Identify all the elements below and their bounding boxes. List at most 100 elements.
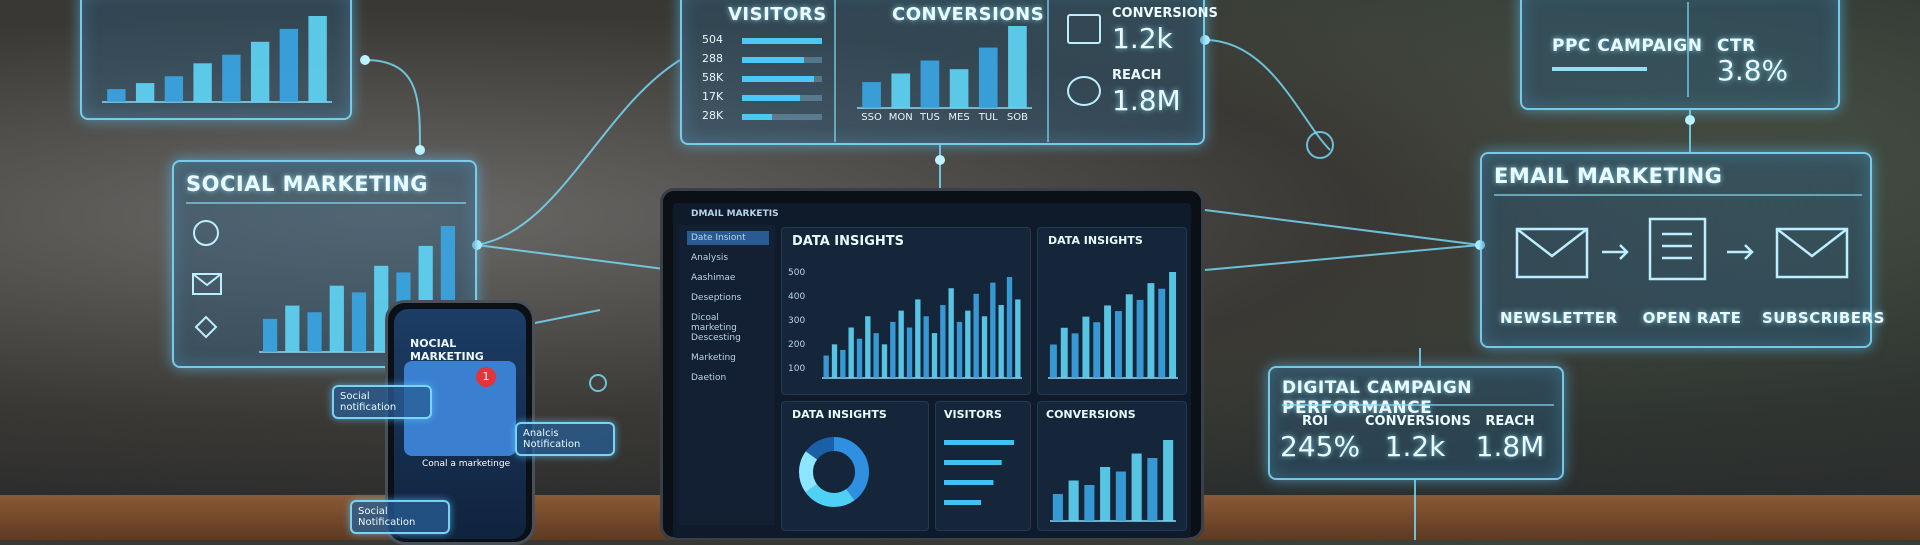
bar-chart [1050,440,1176,522]
bar [923,316,929,378]
bar [222,54,241,102]
y-axis: 500 400 300 200 100 [788,268,818,374]
sidebar: Date Insiont Analysis Aashimae Deseptions Di… [679,225,775,525]
phone-screen: NOCIAL MARKETING 1 Conal a marketinge [394,309,526,539]
bar-chart [1048,272,1178,379]
panel-title: SOCIAL MARKETING [186,172,429,196]
hbar-chart [944,440,1014,505]
main-card: DATA INSIGHTS 500 400 300 200 100 [781,227,1031,395]
panel-title: EMAIL MARKETING [1494,164,1723,188]
bar [944,440,1014,445]
app-title: DMAIL MARKETIS [691,209,779,219]
row-label: 58K [702,71,724,84]
x-label: SOB [1007,112,1028,123]
side-card: DATA INSIGHTS [1037,227,1187,395]
kpi-value: 1.8M [1112,84,1181,117]
bar [981,316,988,378]
menu-item: Analysis [691,253,729,263]
ppc-panel: PPC CAMPAIGN CTR 3.8% [1520,0,1840,110]
kpi-value: 1.2k [1112,22,1173,55]
bar [250,41,270,102]
bar [1163,440,1174,521]
bar [1125,294,1133,378]
metric-label: CONVERSIONS [1365,414,1471,429]
bar [135,83,155,102]
phone: NOCIAL MARKETING 1 Conal a marketinge [385,300,535,545]
bar [1147,283,1155,378]
bar [742,57,804,63]
donut-slice [799,437,869,507]
notification: Social Notification [350,500,450,534]
conversions-card: CONVERSIONS [1037,401,1187,531]
laptop: DMAIL MARKETIS Date Insiont Analysis Aashi… [660,188,1204,540]
donut-slice [799,437,869,507]
step-label: SUBSCRIBERS [1762,309,1885,327]
bar [823,355,829,378]
bar [1060,327,1068,378]
bar [890,321,896,378]
row-label: 288 [702,52,723,65]
bar [1169,272,1177,378]
kpi-label: CONVERSIONS [1112,6,1218,21]
bar [998,305,1004,378]
bar [164,76,184,102]
bar [944,460,1002,465]
bar [1049,344,1057,378]
campaign-panel: DIGITAL CAMPAIGN PERFORMANCE ROI 245% CONV… [1268,366,1564,480]
divider [1282,404,1554,406]
bar [742,114,772,120]
row-label: 17K [702,90,724,103]
kpi-icon [1067,14,1101,44]
bar [940,305,946,378]
panel-title: VISITORS [728,4,827,25]
bar [906,327,913,378]
bar [898,310,904,378]
card-title: DATA INSIGHTS [1048,234,1143,247]
metric-label: REACH [1485,414,1535,429]
row-label: 28K [702,109,724,122]
divider [1494,194,1862,196]
bar [848,327,854,378]
bar [193,63,212,102]
donut-slice [799,437,869,507]
kpi-label: REACH [1112,68,1162,83]
x-label: SSO [861,112,882,123]
icons [192,220,222,339]
menu-item: Dicoal marketing [691,313,737,333]
divider [834,0,836,142]
bar [329,285,344,352]
bar-chart [102,16,332,103]
kpi-value: 3.8% [1717,54,1789,87]
x-label: TUS [919,112,940,123]
bar [107,89,126,102]
x-label: MON [889,112,913,123]
bar [742,95,800,101]
bar [1136,299,1144,378]
laptop-screen: DMAIL MARKETIS Date Insiont Analysis Aashi… [673,203,1191,538]
kpi-icon [1067,76,1101,106]
bar [742,38,822,44]
bar [1006,277,1013,378]
card-title: DATA INSIGHTS [792,408,887,421]
menu-item: Date Insiont [687,231,769,245]
email-panel: EMAIL MARKETING NEWSLETTER OPEN RATE SUBSC… [1480,152,1885,348]
notification: Social notification [332,385,432,419]
bar [1093,322,1101,378]
bar [978,47,998,108]
bar [1114,311,1122,378]
menu-item: Aashimae [691,273,736,283]
bar [1104,305,1112,378]
bar [949,69,969,108]
bar [1015,299,1021,378]
menu-item: Deseptions [691,293,742,303]
divider [1687,2,1689,97]
bar [263,318,278,352]
bar [308,16,327,102]
y-tick-label: 500 [788,268,806,278]
divider [186,202,466,204]
menu-item: Descesting [691,333,741,343]
donut-card: DATA INSIGHTS [781,401,929,531]
donut-chart [799,437,869,507]
bar-chart: SSO MON TUS MES TUL SOB [857,26,1032,123]
bar [840,349,846,378]
